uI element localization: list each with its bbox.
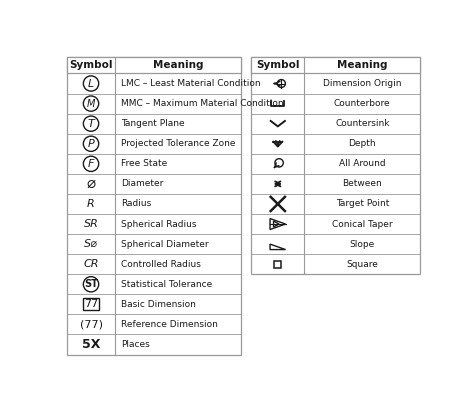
Text: Symbol: Symbol <box>69 60 113 70</box>
Text: Meaning: Meaning <box>153 60 203 70</box>
Text: Dimension Origin: Dimension Origin <box>323 79 401 88</box>
Text: Conical Taper: Conical Taper <box>332 219 392 229</box>
Bar <box>83 298 99 311</box>
Text: MMC – Maximum Material Condition: MMC – Maximum Material Condition <box>121 99 284 108</box>
Text: Spherical Diameter: Spherical Diameter <box>121 240 209 249</box>
Text: 77: 77 <box>84 299 98 309</box>
Text: Slope: Slope <box>350 240 375 249</box>
Bar <box>251 57 420 274</box>
Text: Counterbore: Counterbore <box>334 99 391 108</box>
Text: Reference Dimension: Reference Dimension <box>121 320 218 329</box>
Text: R: R <box>87 199 95 209</box>
Text: Diameter: Diameter <box>121 179 164 188</box>
Text: 5X: 5X <box>82 338 100 351</box>
Text: P: P <box>88 139 94 149</box>
Bar <box>67 57 241 354</box>
Text: Free State: Free State <box>121 159 167 168</box>
Text: All Around: All Around <box>339 159 385 168</box>
Text: Depth: Depth <box>348 139 376 148</box>
Bar <box>67 57 241 74</box>
Text: T: T <box>88 119 94 129</box>
Text: SR: SR <box>83 219 99 229</box>
Text: Places: Places <box>121 340 150 349</box>
Text: Basic Dimension: Basic Dimension <box>121 300 196 309</box>
Text: Square: Square <box>346 260 378 269</box>
Text: Statistical Tolerance: Statistical Tolerance <box>121 280 212 289</box>
Bar <box>251 57 420 74</box>
Text: ST: ST <box>84 279 98 289</box>
Bar <box>274 260 282 268</box>
Text: L: L <box>88 79 94 88</box>
Text: Spherical Radius: Spherical Radius <box>121 219 197 229</box>
Text: M: M <box>87 98 95 109</box>
Text: ⌀: ⌀ <box>86 176 96 191</box>
Text: Countersink: Countersink <box>335 119 390 128</box>
Text: Controlled Radius: Controlled Radius <box>121 260 201 269</box>
Text: Target Point: Target Point <box>336 199 389 208</box>
Text: Meaning: Meaning <box>337 60 388 70</box>
Text: Symbol: Symbol <box>256 60 300 70</box>
Text: Projected Tolerance Zone: Projected Tolerance Zone <box>121 139 236 148</box>
Text: S⌀: S⌀ <box>84 239 98 249</box>
Text: Tangent Plane: Tangent Plane <box>121 119 185 128</box>
Text: LMC – Least Material Condition: LMC – Least Material Condition <box>121 79 261 88</box>
Text: CR: CR <box>83 259 99 269</box>
Text: Between: Between <box>342 179 382 188</box>
Text: Radius: Radius <box>121 199 152 208</box>
Text: F: F <box>88 159 94 169</box>
Text: (77): (77) <box>80 319 102 329</box>
